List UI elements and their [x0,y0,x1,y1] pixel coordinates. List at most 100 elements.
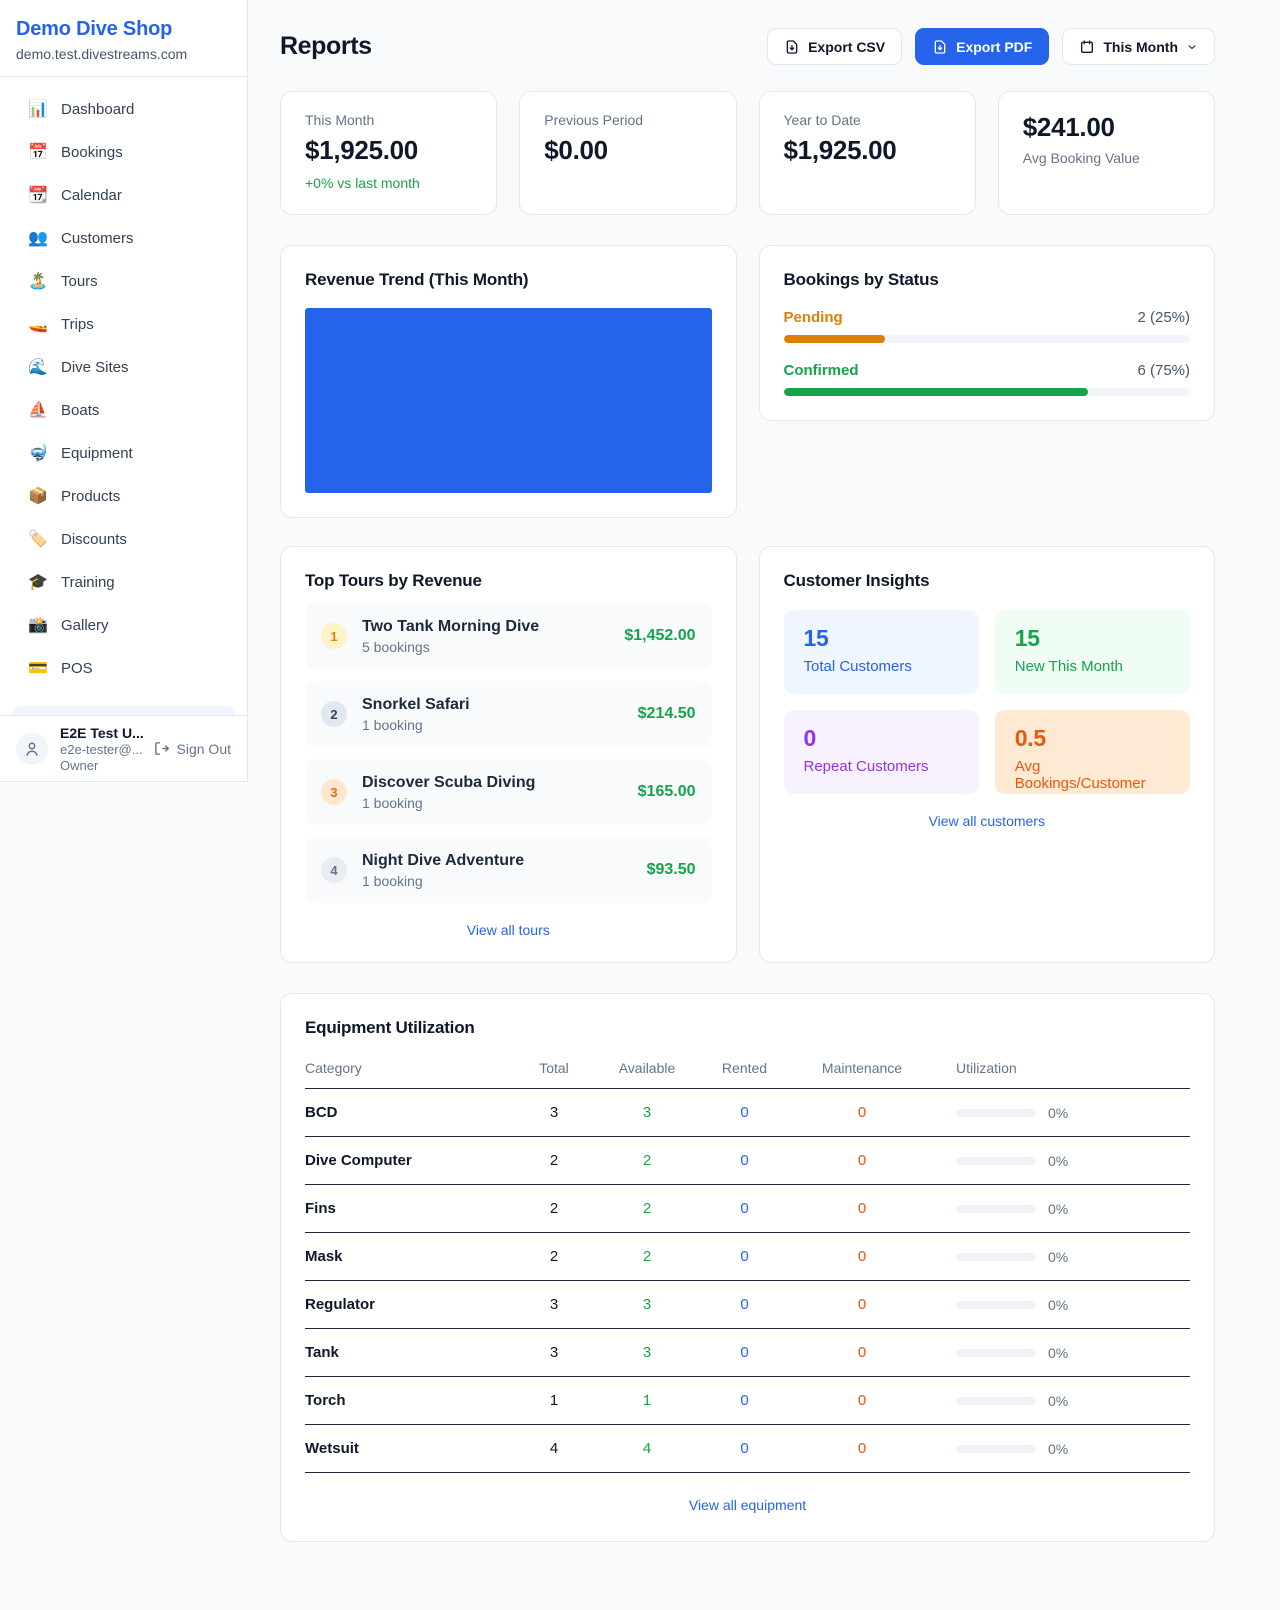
sidebar-nav-item[interactable]: 📊 Dashboard [12,91,235,127]
insight-label: Avg Bookings/Customer [1014,758,1146,792]
nav-item-label: Discounts [61,530,127,548]
user-role: Owner [60,757,99,773]
user-email: e2e-tester@... [60,741,143,757]
equipment-utilization-title: Equipment Utilization [305,1018,475,1037]
calendar-icon [1081,39,1094,53]
sidebar-nav-item[interactable]: 🚤 Trips [12,306,235,342]
page-title: Reports [280,32,372,60]
user-name: E2E Test U... [60,724,144,741]
col-header-utilization: Utilization [956,1060,1017,1076]
utilization-percent: 0% [1048,1248,1069,1265]
cell-utilization: 0% [942,1153,1190,1169]
equipment-table-row: Tank 3 3 0 0 0% [305,1329,1190,1377]
nav-item-icon: 👥 [28,230,48,247]
utilization-bar-track [956,1348,1036,1357]
cell-maintenance: 0 [857,1296,867,1313]
cell-rented: 0 [740,1200,749,1217]
nav-item-label: Products [61,487,121,505]
sidebar: Demo Dive Shop demo.test.divestreams.com… [0,0,248,782]
cell-available: 2 [642,1248,652,1265]
view-all-customers-link[interactable]: View all customers [928,813,1045,829]
tour-list-item[interactable]: 4 Night Dive Adventure 1 booking $93.50 [305,837,712,903]
sidebar-nav-item[interactable]: 🤿 Equipment [12,435,235,471]
status-row: Pending 2 (25%) [783,309,1190,343]
row-equipment: Equipment Utilization Category Total Ava… [280,993,1215,1542]
sign-out-button[interactable]: Sign Out [153,740,231,757]
export-pdf-button[interactable]: Export PDF [915,28,1050,65]
cell-utilization: 0% [942,1249,1190,1265]
utilization-percent: 0% [1048,1152,1069,1169]
cell-rented: 0 [740,1296,749,1313]
tour-list-item[interactable]: 2 Snorkel Safari 1 booking $214.50 [305,681,712,747]
row-revenue-status: Revenue Trend (This Month) Bookings by S… [280,245,1215,518]
export-csv-button[interactable]: Export CSV [767,28,903,65]
sidebar-nav-item[interactable]: 💳 POS [12,650,235,686]
cell-utilization: 0% [942,1441,1190,1457]
tour-name: Night Dive Adventure [362,851,525,869]
nav-item-label: Equipment [61,444,133,462]
sidebar-nav-item[interactable]: 📦 Products [12,478,235,514]
utilization-bar-track [956,1156,1036,1165]
equipment-table-row: Dive Computer 2 2 0 0 0% [305,1137,1190,1185]
main-content: Reports Export CSV Export PDF [248,0,1280,1574]
view-all-tours-link[interactable]: View all tours [466,922,550,938]
utilization-percent: 0% [1048,1200,1069,1217]
sidebar-nav-item[interactable]: 📆 Calendar [12,177,235,213]
utilization-percent: 0% [1048,1296,1069,1313]
cell-utilization: 0% [942,1393,1190,1409]
cell-utilization: 0% [942,1105,1190,1121]
sidebar-nav-item[interactable]: 👥 Customers [12,220,235,256]
stat-card-avg-booking-value: $241.00 Avg Booking Value [997,91,1215,215]
cell-category: Wetsuit [305,1440,359,1457]
bookings-by-status-title: Bookings by Status [783,270,939,289]
tour-list-item[interactable]: 1 Two Tank Morning Dive 5 bookings $1,45… [305,603,712,669]
nav-item-label: Boats [61,401,100,419]
equipment-table-row: Regulator 3 3 0 0 0% [305,1281,1190,1329]
insight-grid: 15 Total Customers 15 New This Month 0 R… [783,610,1190,794]
cell-available: 3 [642,1344,652,1361]
sidebar-nav-item[interactable]: 📸 Gallery [12,607,235,643]
cell-category: Torch [305,1392,346,1409]
tour-list-item[interactable]: 3 Discover Scuba Diving 1 booking $165.0… [305,759,712,825]
cell-available: 3 [642,1296,652,1313]
sidebar-nav-item[interactable]: 📅 Bookings [12,134,235,170]
sidebar-nav-item[interactable]: 🏷️ Discounts [12,521,235,557]
equipment-utilization-panel: Equipment Utilization Category Total Ava… [280,993,1215,1542]
cell-category: Tank [305,1344,339,1361]
period-select[interactable]: This Month [1062,28,1215,65]
tour-bookings-count: 1 booking [362,716,423,733]
revenue-trend-panel: Revenue Trend (This Month) [280,245,737,518]
page-header: Reports Export CSV Export PDF [280,28,1215,65]
tour-bookings-count: 5 bookings [362,638,430,655]
equipment-table: Category Total Available Rented Maintena… [305,1060,1190,1473]
cell-available: 4 [642,1440,652,1457]
stat-value: $241.00 [1022,112,1115,142]
cell-category: Fins [305,1200,336,1217]
col-header-total: Total [539,1060,569,1076]
tour-revenue: $1,452.00 [624,627,696,644]
sidebar-nav-item[interactable]: 🏝️ Tours [12,263,235,299]
user-panel: E2E Test U... e2e-tester@... Owner Sign … [0,715,247,781]
shop-name: Demo Dive Shop [16,18,173,40]
cell-maintenance: 0 [857,1440,867,1457]
file-download-icon [934,39,946,54]
cell-maintenance: 0 [857,1248,867,1265]
nav-item-label: Trips [61,315,94,333]
view-all-equipment-link[interactable]: View all equipment [688,1497,807,1513]
tour-revenue: $93.50 [646,861,696,878]
user-icon [26,742,38,756]
tour-rank-badge: 4 [321,857,347,883]
cell-rented: 0 [740,1344,749,1361]
cell-available: 3 [642,1104,652,1121]
utilization-percent: 0% [1048,1392,1069,1409]
insight-tile: 0.5 Avg Bookings/Customer [994,710,1190,794]
cell-utilization: 0% [942,1297,1190,1313]
stat-value: $1,925.00 [783,135,897,165]
sidebar-nav-item[interactable]: 🌊 Dive Sites [12,349,235,385]
tour-rank-badge: 3 [321,779,347,805]
tour-list: 1 Two Tank Morning Dive 5 bookings $1,45… [305,603,712,903]
sidebar-item-reports-partial[interactable] [12,706,235,715]
nav-item-label: Dive Sites [61,358,129,376]
sidebar-nav-item[interactable]: 🎓 Training [12,564,235,600]
sidebar-nav-item[interactable]: ⛵ Boats [12,392,235,428]
